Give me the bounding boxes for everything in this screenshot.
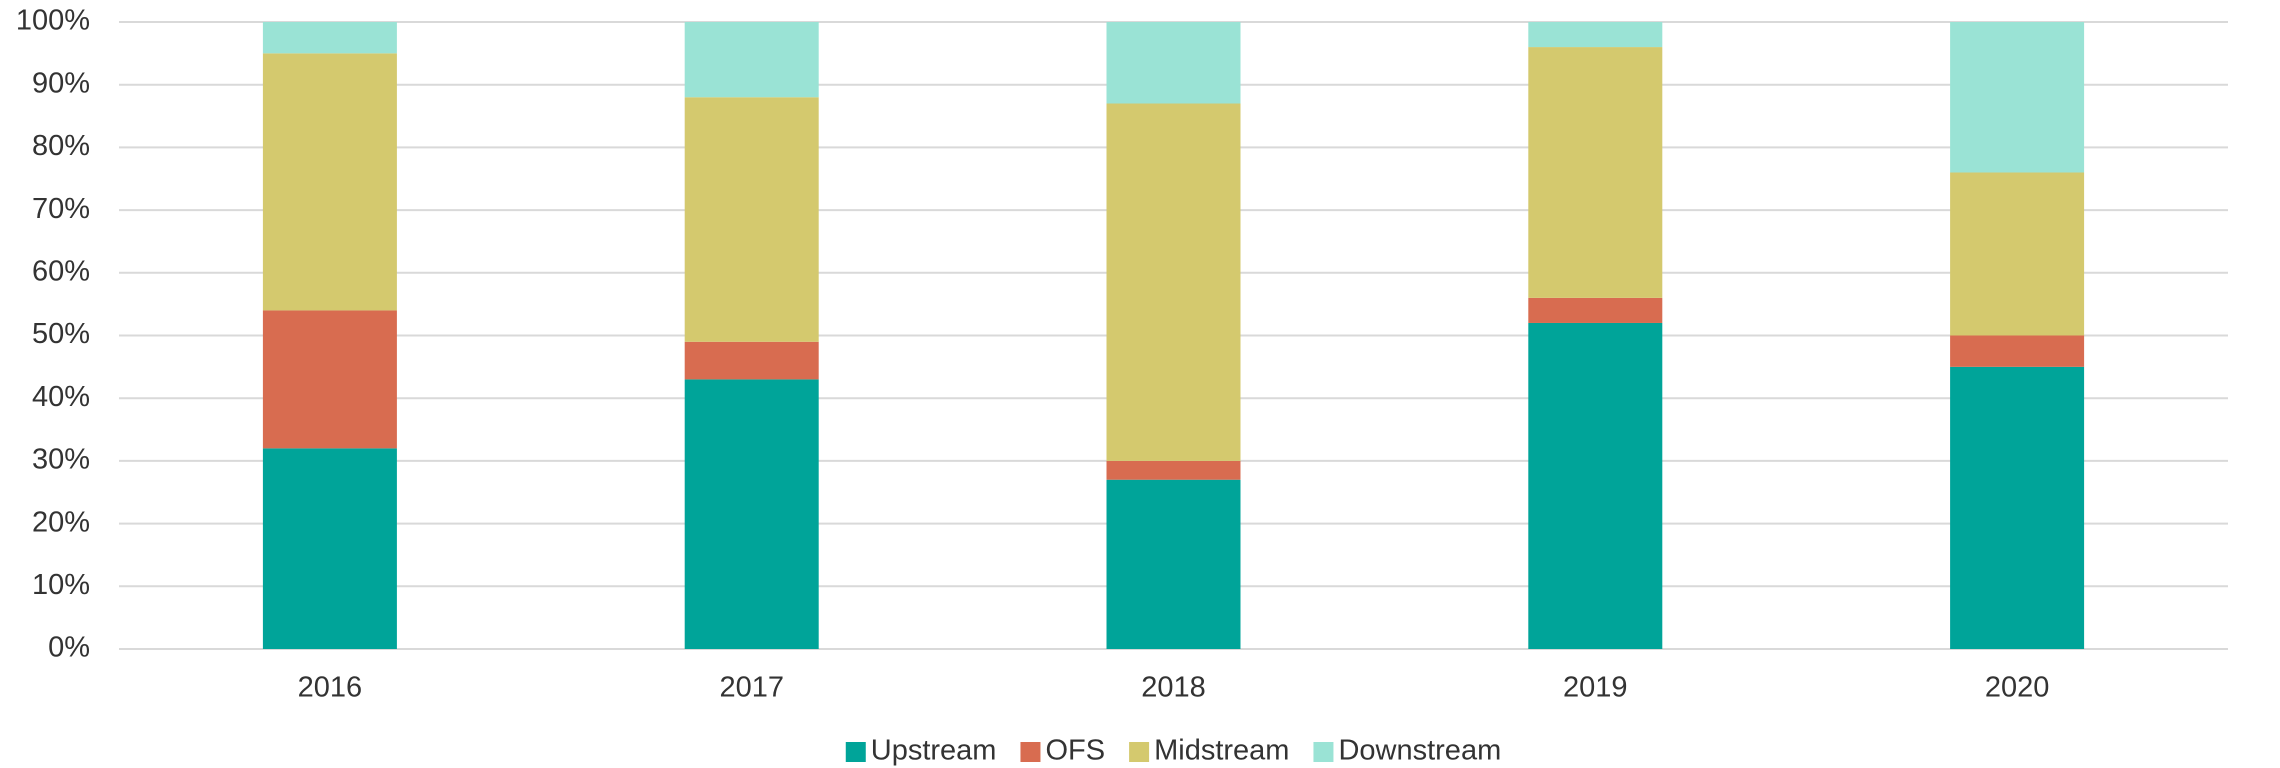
legend-swatch xyxy=(1129,742,1150,762)
y-tick-label: 50% xyxy=(32,318,90,350)
bar-segment xyxy=(1950,335,2085,367)
legend-label: OFS xyxy=(1045,735,1105,767)
x-tick-label: 2017 xyxy=(719,672,784,704)
y-tick-label: 60% xyxy=(32,255,90,287)
y-tick-label: 80% xyxy=(32,130,90,162)
x-tick-label: 2018 xyxy=(1141,672,1206,704)
y-tick-label: 40% xyxy=(32,381,90,413)
bar-segment xyxy=(1106,22,1241,104)
bar-segment xyxy=(1950,172,2085,336)
y-tick-label: 90% xyxy=(32,67,90,99)
legend-swatch xyxy=(845,742,866,762)
bar-segment xyxy=(684,97,819,342)
y-tick-label: 20% xyxy=(32,506,90,538)
legend-label: Upstream xyxy=(871,735,997,767)
bar-segment xyxy=(1528,22,1663,48)
bar-segment xyxy=(1106,460,1241,480)
y-tick-label: 100% xyxy=(16,5,90,37)
bar-segment xyxy=(684,22,819,98)
legend-swatch xyxy=(1020,742,1041,762)
y-tick-label: 10% xyxy=(32,569,90,601)
bar-segment xyxy=(684,379,819,649)
x-tick-label: 2016 xyxy=(298,672,363,704)
bar-segment xyxy=(262,22,397,54)
legend-label: Downstream xyxy=(1338,735,1501,767)
y-tick-label: 30% xyxy=(32,444,90,476)
legend: Upstream OFS Midstream Downstream xyxy=(845,735,1501,767)
bar-segment xyxy=(1106,479,1241,649)
y-tick-label: 70% xyxy=(32,193,90,225)
bar-segment xyxy=(1528,47,1663,298)
legend-label: Midstream xyxy=(1154,735,1289,767)
bar-segment xyxy=(1528,297,1663,323)
bar-segment xyxy=(684,341,819,380)
x-tick-label: 2019 xyxy=(1563,672,1628,704)
bar-segment xyxy=(1528,322,1663,649)
legend-swatch xyxy=(1313,742,1334,762)
bar-segment xyxy=(262,310,397,449)
bar-segment xyxy=(262,448,397,649)
bar-segment xyxy=(1950,22,2085,173)
y-tick-label: 0% xyxy=(48,632,90,664)
bar-segment xyxy=(262,53,397,311)
bar-segment xyxy=(1950,366,2085,649)
x-tick-label: 2020 xyxy=(1985,672,2050,704)
bar-segment xyxy=(1106,103,1241,461)
